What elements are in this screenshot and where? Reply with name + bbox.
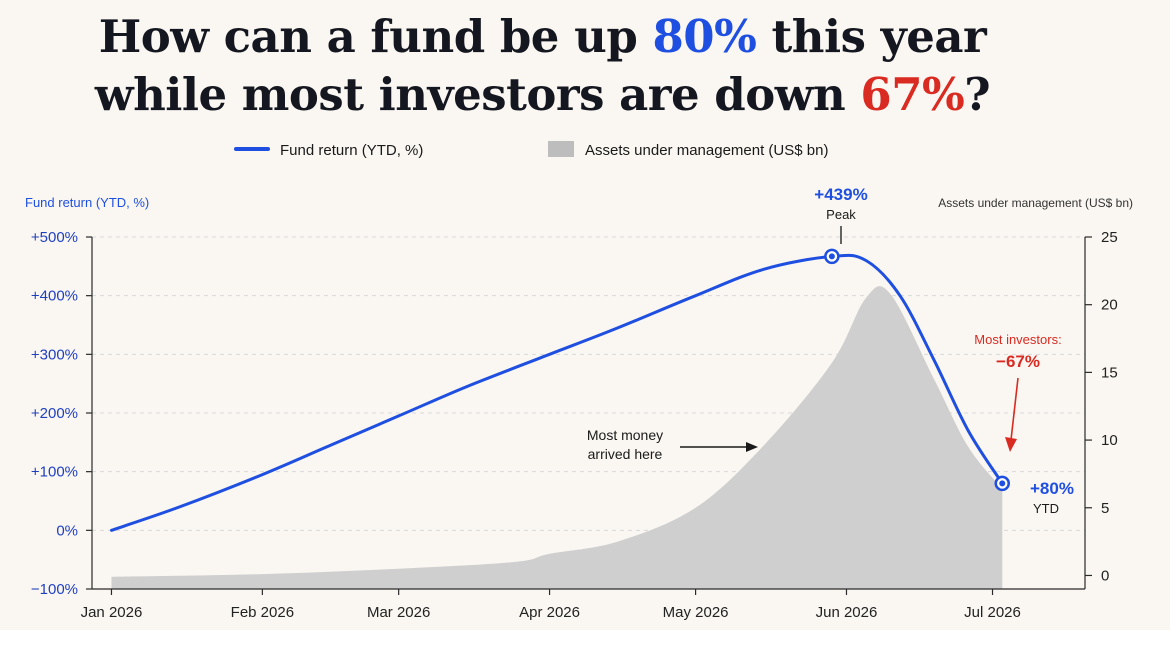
y-left-tick-label: +500%	[31, 229, 78, 246]
x-tick-label: Feb 2026	[231, 604, 294, 621]
y-left-ticks: −100% 0% +100% +200% +300% +400% +500%	[31, 229, 92, 598]
bottom-band	[0, 630, 1170, 647]
x-axis-ticks: Jan 2026 Feb 2026 Mar 2026 Apr 2026 May 2026…	[81, 589, 1021, 621]
title-line-1-text-a: How can a fund be up	[98, 10, 653, 63]
investors-arrow-line	[1010, 377, 1019, 441]
legend-swatch-aum	[548, 141, 574, 157]
money-label-line-1: Most money	[587, 427, 663, 443]
y-right-tick-label: 15	[1101, 364, 1118, 381]
money-annotation: Most money arrived here	[587, 427, 758, 462]
peak-marker-dot	[828, 253, 835, 260]
peak-annotation: +439% Peak	[814, 185, 868, 265]
y-right-ticks: 0 5 10 15 20 25	[1085, 229, 1118, 584]
peak-caption: Peak	[826, 207, 856, 222]
y-left-axis-title: Fund return (YTD, %)	[25, 195, 149, 210]
y-right-tick-label: 20	[1101, 297, 1118, 314]
title-line-2-text-a: while most investors are down	[94, 68, 861, 121]
x-tick-label: May 2026	[663, 604, 729, 621]
x-tick-label: Jul 2026	[964, 604, 1021, 621]
y-left-tick-label: +300%	[31, 346, 78, 363]
y-right-tick-label: 0	[1101, 567, 1109, 584]
y-right-tick-label: 5	[1101, 500, 1109, 517]
x-tick-label: Jun 2026	[816, 604, 878, 621]
title-line-1-text-b: this year	[756, 10, 987, 63]
title-line-2: while most investors are down 67%?	[0, 66, 1085, 124]
title-line-2-text-b: ?	[964, 68, 991, 121]
y-right-tick-label: 10	[1101, 432, 1118, 449]
ytd-marker-dot	[999, 480, 1006, 487]
title-highlight-80: 80%	[652, 10, 757, 63]
money-arrow-head	[746, 442, 758, 452]
title-line-1: How can a fund be up 80% this year	[0, 8, 1085, 66]
aum-area	[111, 286, 1003, 589]
ytd-annotation: +80% YTD	[994, 475, 1074, 516]
money-label-line-2: arrived here	[588, 446, 663, 462]
legend-label-aum: Assets under management (US$ bn)	[585, 142, 828, 159]
investors-arrow-head	[1005, 437, 1017, 452]
legend: Fund return (YTD, %) Assets under manage…	[234, 141, 828, 159]
y-left-tick-label: +100%	[31, 464, 78, 481]
x-tick-label: Mar 2026	[367, 604, 430, 621]
fund-return-line	[110, 253, 1004, 532]
investors-label: Most investors:	[974, 332, 1061, 347]
investors-annotation: Most investors: −67%	[974, 332, 1062, 452]
y-right-tick-label: 25	[1101, 229, 1118, 246]
ytd-caption: YTD	[1033, 501, 1059, 516]
legend-label-fund-return: Fund return (YTD, %)	[280, 142, 423, 159]
y-left-tick-label: +400%	[31, 288, 78, 305]
y-right-axis-title: Assets under management (US$ bn)	[938, 196, 1133, 210]
y-left-tick-label: −100%	[31, 581, 78, 598]
title-highlight-67: 67%	[860, 68, 965, 121]
x-tick-label: Jan 2026	[81, 604, 143, 621]
investors-value: −67%	[996, 352, 1040, 371]
y-left-tick-label: +200%	[31, 405, 78, 422]
chart-title: How can a fund be up 80% this year while…	[0, 8, 1085, 124]
y-left-tick-label: 0%	[56, 522, 78, 539]
peak-value-label: +439%	[814, 185, 867, 204]
ytd-value-label: +80%	[1030, 479, 1074, 498]
x-tick-label: Apr 2026	[519, 604, 580, 621]
